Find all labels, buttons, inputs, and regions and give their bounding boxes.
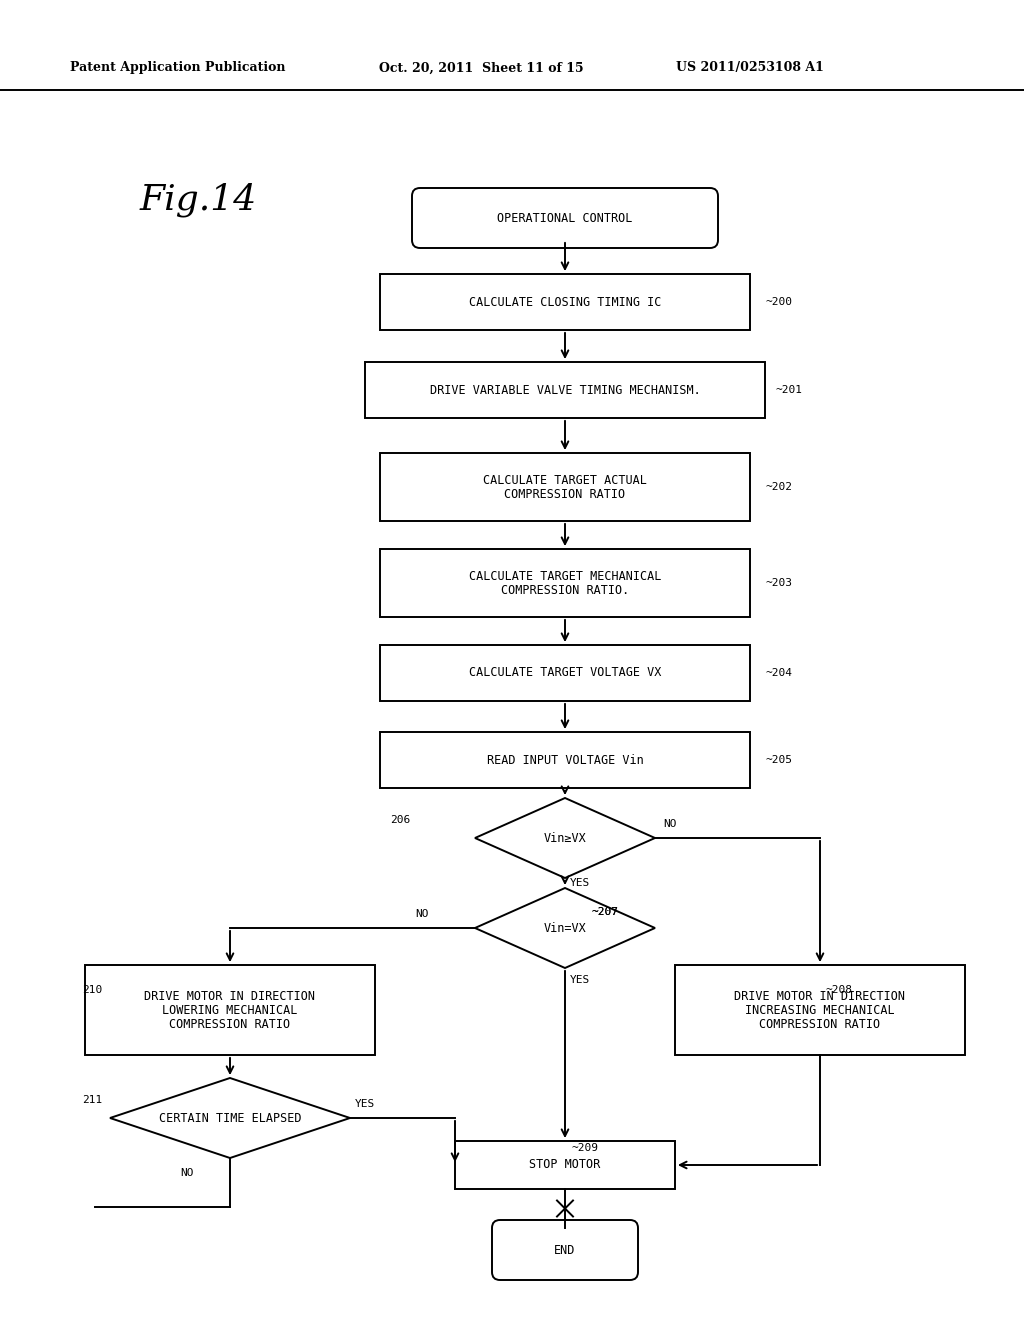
FancyBboxPatch shape (412, 187, 718, 248)
Text: CALCULATE TARGET ACTUAL: CALCULATE TARGET ACTUAL (483, 474, 647, 487)
Text: END: END (554, 1243, 575, 1257)
Text: ~200: ~200 (765, 297, 792, 308)
Text: YES: YES (355, 1100, 375, 1109)
Text: ~209: ~209 (572, 1143, 599, 1152)
Text: DRIVE VARIABLE VALVE TIMING MECHANISM.: DRIVE VARIABLE VALVE TIMING MECHANISM. (430, 384, 700, 396)
Text: READ INPUT VOLTAGE Vin: READ INPUT VOLTAGE Vin (486, 754, 643, 767)
Text: COMPRESSION RATIO.: COMPRESSION RATIO. (501, 583, 629, 597)
Text: ~205: ~205 (765, 755, 792, 766)
Text: 206: 206 (390, 814, 411, 825)
Text: Vin≥VX: Vin≥VX (544, 832, 587, 845)
Bar (380, 733, 750, 788)
Text: COMPRESSION RATIO: COMPRESSION RATIO (169, 1018, 291, 1031)
Bar (380, 275, 750, 330)
Text: Oct. 20, 2011  Sheet 11 of 15: Oct. 20, 2011 Sheet 11 of 15 (379, 62, 584, 74)
Text: DRIVE MOTOR IN DIRECTION: DRIVE MOTOR IN DIRECTION (734, 990, 905, 1002)
Polygon shape (110, 1078, 350, 1158)
Bar (380, 645, 750, 701)
Text: STOP MOTOR: STOP MOTOR (529, 1159, 601, 1172)
Text: ~203: ~203 (765, 578, 792, 587)
Text: CALCULATE CLOSING TIMING IC: CALCULATE CLOSING TIMING IC (469, 296, 662, 309)
Text: CALCULATE TARGET VOLTAGE VX: CALCULATE TARGET VOLTAGE VX (469, 667, 662, 680)
Text: ~207: ~207 (592, 907, 618, 917)
FancyBboxPatch shape (492, 1220, 638, 1280)
Text: NO: NO (415, 909, 428, 919)
Text: INCREASING MECHANICAL: INCREASING MECHANICAL (745, 1003, 895, 1016)
Bar (365, 362, 765, 418)
Polygon shape (475, 888, 655, 968)
Text: ~207: ~207 (592, 907, 618, 917)
Text: LOWERING MECHANICAL: LOWERING MECHANICAL (163, 1003, 298, 1016)
Text: Patent Application Publication: Patent Application Publication (70, 62, 285, 74)
Text: ~208: ~208 (826, 985, 853, 995)
Text: YES: YES (570, 878, 590, 888)
Text: ~202: ~202 (765, 482, 792, 492)
Bar (455, 1140, 675, 1189)
Text: US 2011/0253108 A1: US 2011/0253108 A1 (676, 62, 823, 74)
Text: CALCULATE TARGET MECHANICAL: CALCULATE TARGET MECHANICAL (469, 569, 662, 582)
Text: NO: NO (663, 818, 677, 829)
Bar (380, 453, 750, 521)
Text: CERTAIN TIME ELAPSED: CERTAIN TIME ELAPSED (159, 1111, 301, 1125)
Text: OPERATIONAL CONTROL: OPERATIONAL CONTROL (498, 211, 633, 224)
Bar (85, 965, 375, 1055)
Text: Vin=VX: Vin=VX (544, 921, 587, 935)
Text: ~201: ~201 (775, 385, 802, 395)
Text: 210: 210 (82, 985, 102, 995)
Text: 211: 211 (82, 1096, 102, 1105)
Text: COMPRESSION RATIO: COMPRESSION RATIO (505, 487, 626, 500)
Bar (675, 965, 965, 1055)
Text: YES: YES (570, 975, 590, 985)
Text: NO: NO (180, 1168, 194, 1177)
Polygon shape (475, 799, 655, 878)
Bar (380, 549, 750, 616)
Text: ~204: ~204 (765, 668, 792, 678)
Text: Fig.14: Fig.14 (140, 182, 257, 218)
Text: COMPRESSION RATIO: COMPRESSION RATIO (760, 1018, 881, 1031)
Text: DRIVE MOTOR IN DIRECTION: DRIVE MOTOR IN DIRECTION (144, 990, 315, 1002)
